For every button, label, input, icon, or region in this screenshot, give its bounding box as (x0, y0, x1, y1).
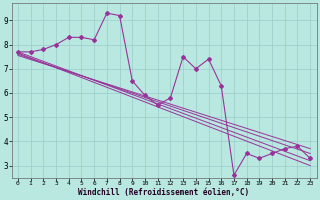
X-axis label: Windchill (Refroidissement éolien,°C): Windchill (Refroidissement éolien,°C) (78, 188, 250, 197)
